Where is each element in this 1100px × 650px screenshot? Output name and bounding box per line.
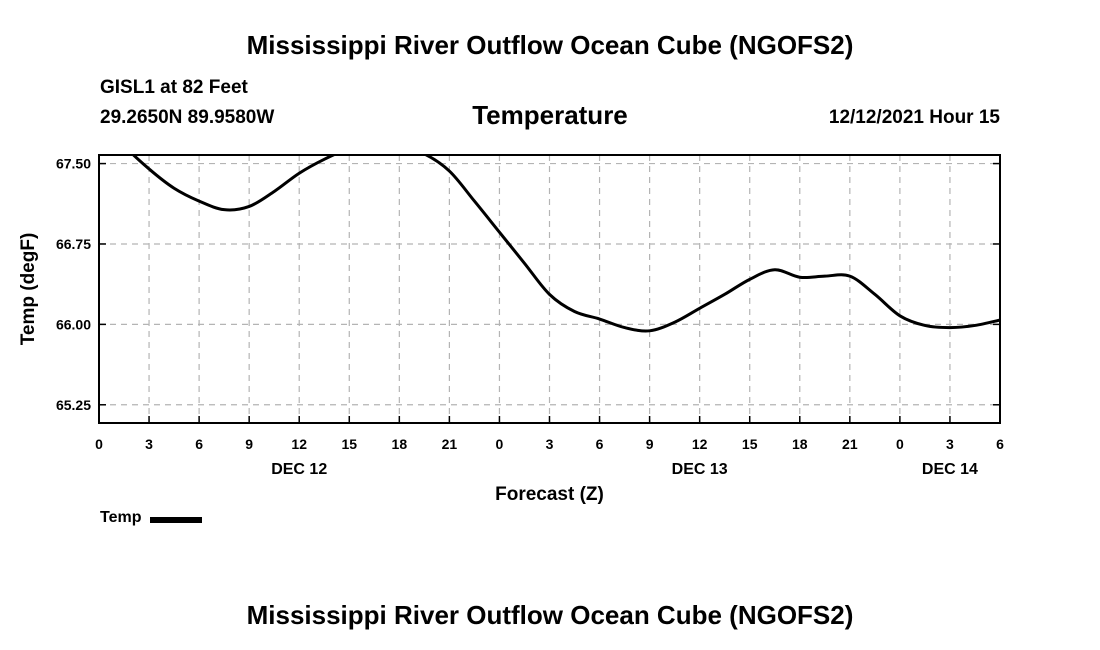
x-axis-label: Forecast (Z) — [495, 484, 604, 505]
y-tick-label: 67.50 — [56, 156, 91, 172]
axis-ticks: 0 3 6 9 12 15 18 21 0 3 6 9 12 15 18 21 0 3 6 DEC 12 DEC 13 D… — [56, 156, 1004, 478]
x-tick-label: 0 — [95, 436, 103, 452]
legend: Temp — [100, 509, 203, 527]
x-tick-label: 6 — [195, 436, 203, 452]
y-tick-label: 65.25 — [56, 397, 91, 413]
x-tick-label: 9 — [245, 436, 253, 452]
x-tick-label: 0 — [496, 436, 504, 452]
y-tick-label: 66.75 — [56, 236, 91, 252]
y-axis-label: Temp (degF) — [18, 233, 39, 346]
x-date-label: DEC 13 — [672, 461, 728, 478]
series-layer — [131, 155, 1000, 333]
grid-lines — [99, 155, 1000, 423]
x-tick-label: 15 — [341, 436, 357, 452]
x-tick-label: 12 — [291, 436, 307, 452]
x-tick-label: 12 — [692, 436, 708, 452]
x-tick-label: 21 — [442, 436, 458, 452]
x-tick-label: 6 — [596, 436, 604, 452]
x-tick-label: 0 — [896, 436, 904, 452]
x-tick-label: 9 — [646, 436, 654, 452]
station-label: GISL1 at 82 Feet — [100, 77, 248, 98]
coordinates-label: 29.2650N 89.9580W — [100, 107, 275, 128]
plot-frame — [98, 154, 1001, 424]
timestamp-label: 12/12/2021 Hour 15 — [828, 107, 1000, 128]
x-tick-label: 21 — [842, 436, 858, 452]
x-tick-label: 18 — [392, 436, 408, 452]
legend-label: Temp — [100, 509, 142, 526]
x-tick-label: 3 — [145, 436, 153, 452]
x-tick-label: 3 — [946, 436, 954, 452]
legend-line-swatch — [150, 516, 203, 523]
x-tick-label: 18 — [792, 436, 808, 452]
main-title: Mississippi River Outflow Ocean Cube (NG… — [246, 30, 854, 60]
x-date-label: DEC 14 — [922, 461, 978, 478]
x-date-label: DEC 12 — [271, 461, 327, 478]
footer-title: Mississippi River Outflow Ocean Cube (NG… — [246, 600, 854, 630]
x-tick-label: 15 — [742, 436, 758, 452]
x-tick-label: 3 — [546, 436, 554, 452]
chart-subtitle: Temperature — [472, 100, 628, 130]
series-line-temp — [131, 155, 1000, 333]
x-tick-label: 6 — [996, 436, 1004, 452]
y-tick-label: 66.00 — [56, 316, 91, 332]
